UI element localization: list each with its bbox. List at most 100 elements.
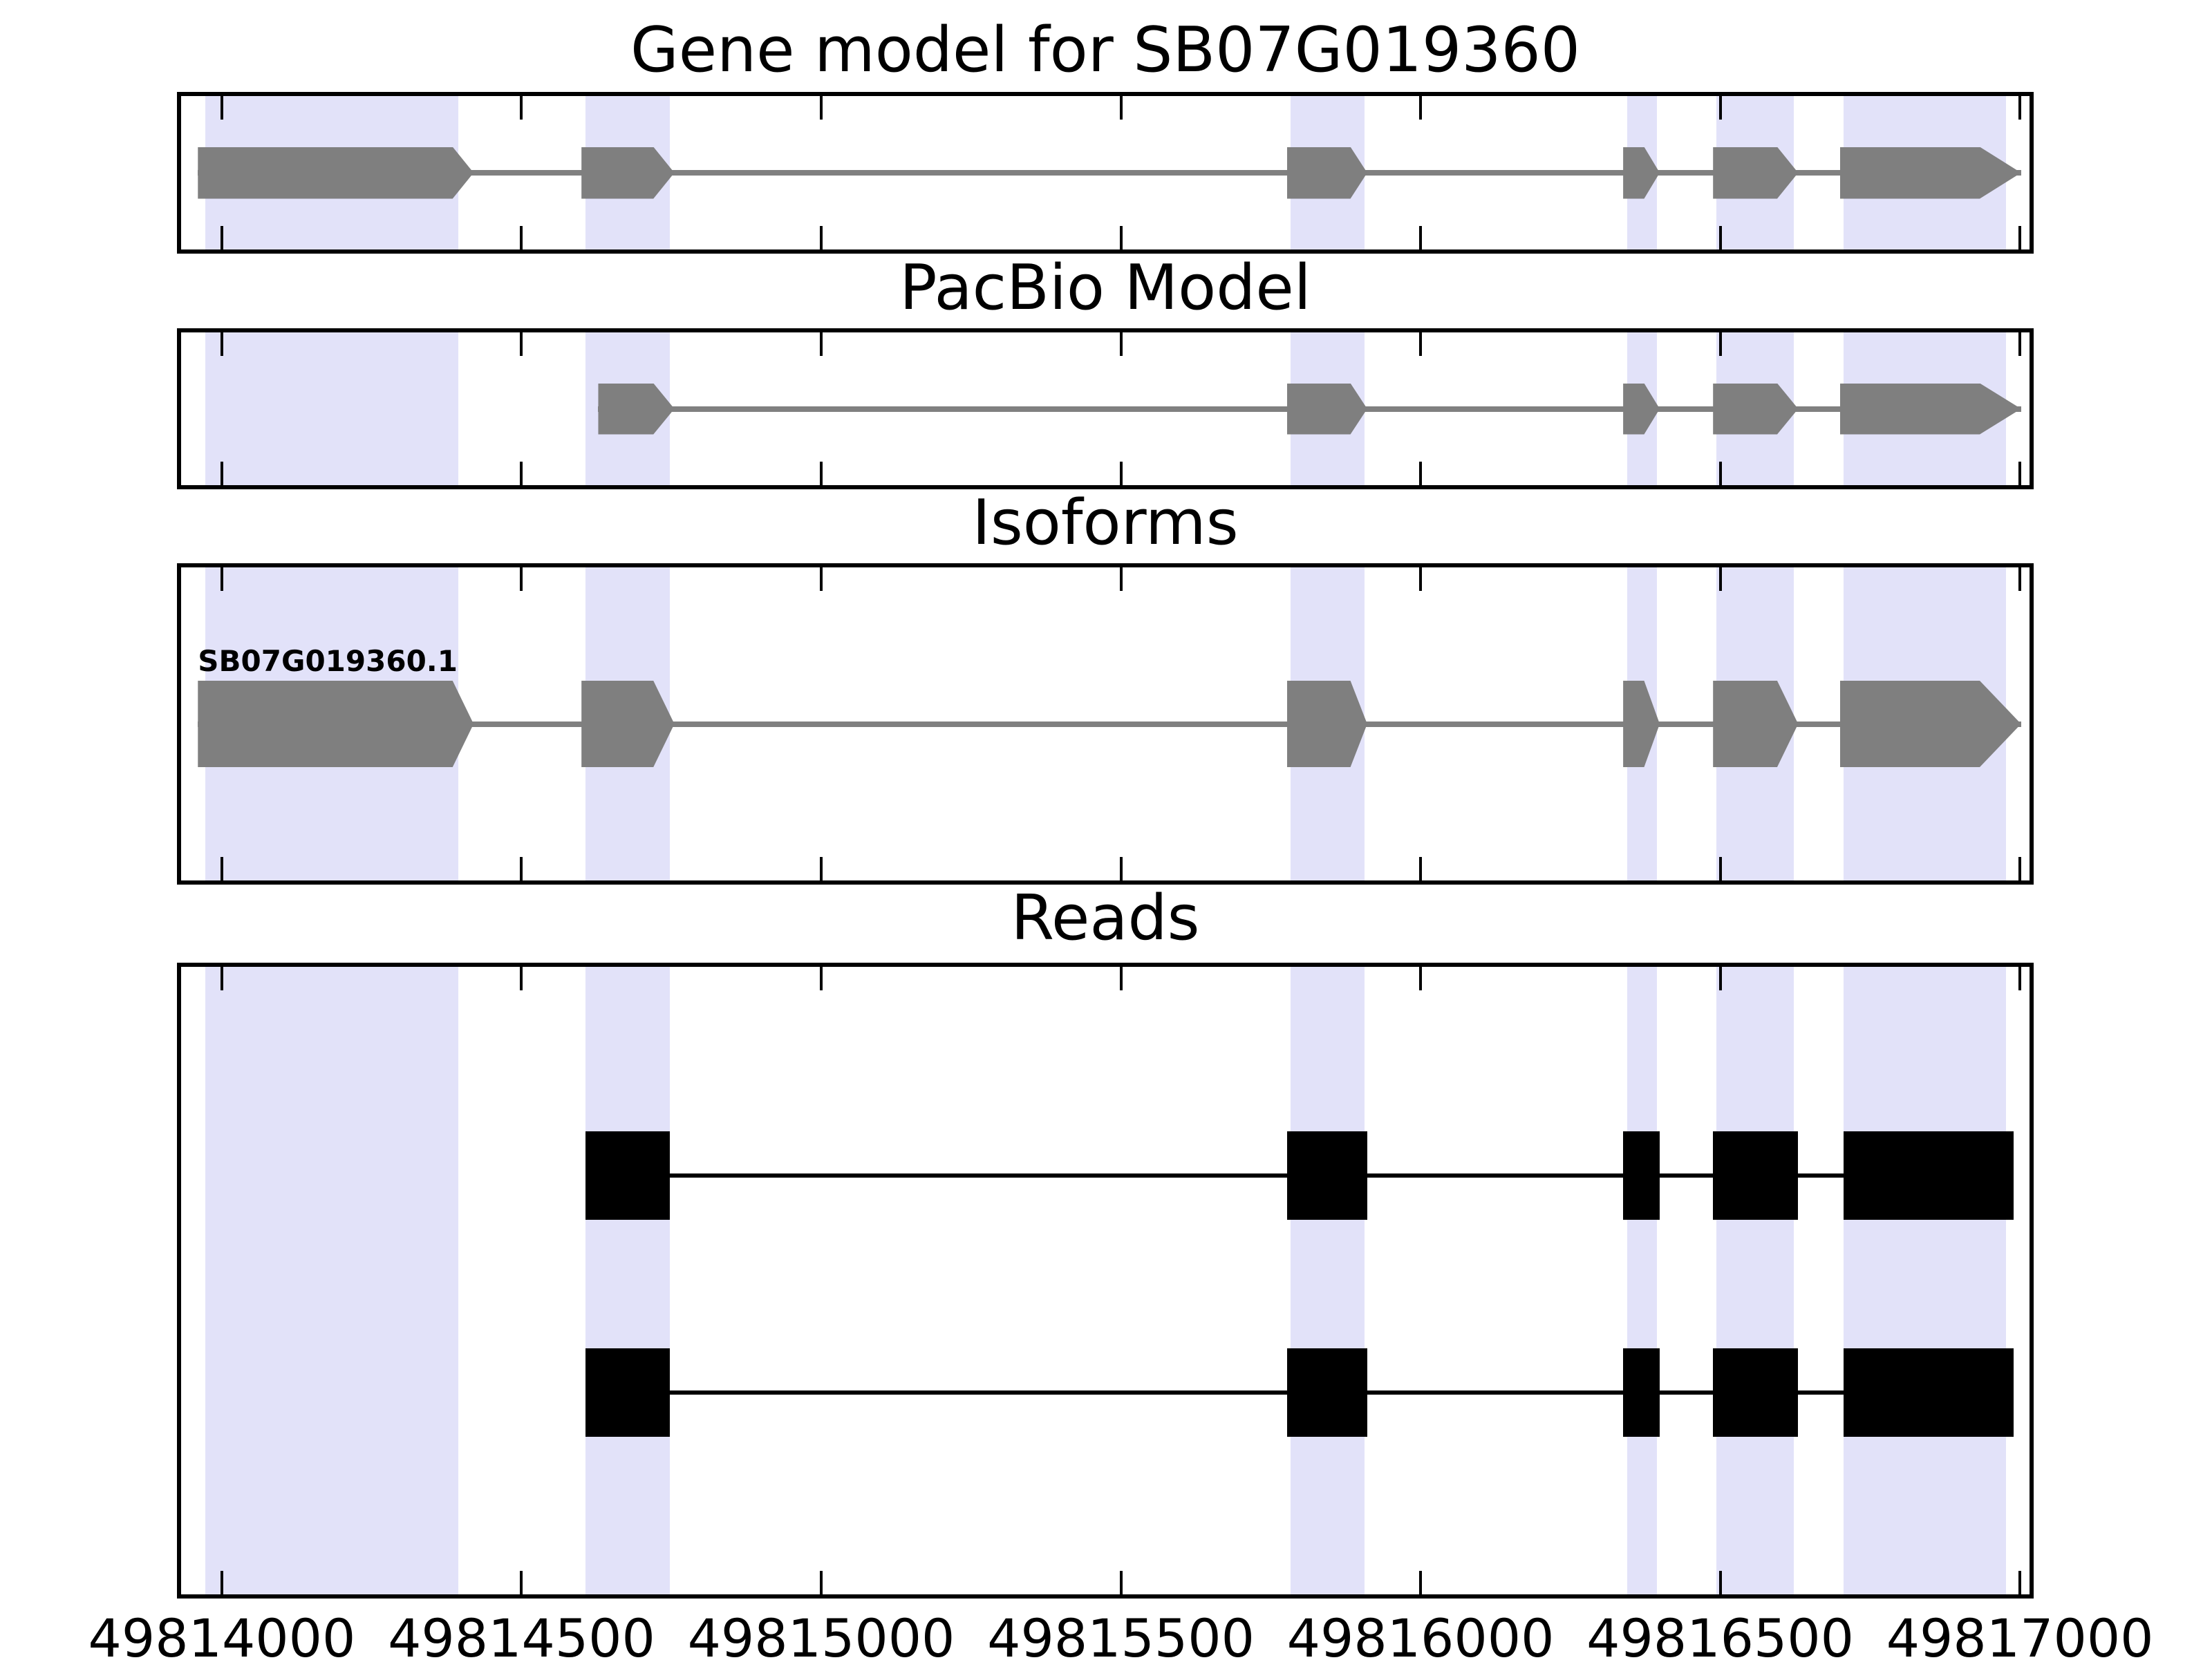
- read-block: [1286, 1131, 1367, 1220]
- highlight-band: [205, 332, 458, 485]
- axis-tick: [220, 567, 223, 591]
- axis-tick: [1419, 1571, 1423, 1594]
- axis-tick-label: 49816000: [1286, 1607, 1555, 1669]
- exon-arrow: [581, 681, 675, 767]
- axis-tick: [1419, 96, 1423, 120]
- exon-arrow: [1713, 681, 1799, 767]
- axis-tick-label: 49814000: [88, 1607, 356, 1669]
- exon-arrow: [1286, 681, 1367, 767]
- axis-tick: [220, 857, 223, 880]
- axis-tick: [2018, 567, 2022, 591]
- highlight-band: [1716, 967, 1794, 1594]
- panel-pacbio: [177, 328, 2034, 489]
- exon-arrow: [1713, 383, 1799, 435]
- read-block: [1713, 1131, 1799, 1220]
- isoform-label: SB07G019360.1: [198, 644, 458, 678]
- axis-tick-label: 49815500: [987, 1607, 1255, 1669]
- axis-tick: [1419, 332, 1423, 356]
- axis-tick: [520, 226, 523, 249]
- read-block: [1286, 1348, 1367, 1437]
- axis-tick: [1718, 332, 1722, 356]
- read-block: [1623, 1348, 1660, 1437]
- axis-tick: [520, 857, 523, 880]
- panel-title-reads: Reads: [1011, 882, 1200, 954]
- axis-tick: [1119, 226, 1123, 249]
- read-block: [1623, 1131, 1660, 1220]
- axis-tick: [220, 1571, 223, 1594]
- axis-tick: [820, 857, 823, 880]
- panel-isoforms: SB07G019360.1: [177, 563, 2034, 885]
- axis-tick: [1718, 967, 1722, 990]
- axis-tick: [1419, 462, 1423, 485]
- axis-tick: [2018, 462, 2022, 485]
- axis-tick: [2018, 967, 2022, 990]
- axis-tick-label: 49816500: [1586, 1607, 1854, 1669]
- highlight-band: [205, 967, 458, 1594]
- axis-tick: [820, 967, 823, 990]
- axis-tick: [520, 567, 523, 591]
- intron-line: [198, 721, 2021, 727]
- axis-tick: [520, 967, 523, 990]
- panel-reads: [177, 963, 2034, 1599]
- read-block: [585, 1131, 670, 1220]
- exon-arrow: [1840, 681, 2021, 767]
- axis-tick: [1119, 96, 1123, 120]
- axis-tick: [1419, 226, 1423, 249]
- axis-tick: [2018, 332, 2022, 356]
- read-block: [1713, 1348, 1799, 1437]
- axis-tick: [820, 226, 823, 249]
- panel-gene-model: [177, 92, 2034, 254]
- axis-tick: [1119, 567, 1123, 591]
- axis-tick: [2018, 1571, 2022, 1594]
- exon-arrow: [1840, 147, 2021, 199]
- axis-tick: [820, 96, 823, 120]
- axis-tick-label: 49815000: [687, 1607, 955, 1669]
- highlight-band: [1844, 967, 2007, 1594]
- axis-tick: [1419, 967, 1423, 990]
- intron-line: [198, 170, 2021, 176]
- panel-title-gene-model: Gene model for SB07G019360: [630, 14, 1581, 86]
- axis-tick: [1718, 226, 1722, 249]
- axis-tick: [2018, 857, 2022, 880]
- read-block: [1844, 1131, 2014, 1220]
- axis-tick: [220, 332, 223, 356]
- axis-tick: [1119, 462, 1123, 485]
- axis-tick: [520, 1571, 523, 1594]
- axis-tick: [1718, 96, 1722, 120]
- axis-tick: [520, 332, 523, 356]
- exon-arrow: [1286, 147, 1367, 199]
- exon-arrow: [581, 147, 675, 199]
- axis-tick: [1119, 967, 1123, 990]
- highlight-band: [1627, 967, 1657, 1594]
- axis-tick: [1419, 567, 1423, 591]
- axis-tick: [1718, 857, 1722, 880]
- read-block: [585, 1348, 670, 1437]
- panel-title-pacbio: PacBio Model: [899, 252, 1311, 324]
- axis-tick: [2018, 226, 2022, 249]
- axis-tick: [520, 462, 523, 485]
- axis-tick: [520, 96, 523, 120]
- axis-tick-label: 49814500: [388, 1607, 655, 1669]
- axis-tick: [820, 1571, 823, 1594]
- panel-title-isoforms: Isoforms: [972, 487, 1239, 559]
- axis-tick: [220, 96, 223, 120]
- axis-tick: [1718, 1571, 1722, 1594]
- axis-tick: [1419, 857, 1423, 880]
- axis-tick: [1119, 1571, 1123, 1594]
- axis-tick: [1718, 462, 1722, 485]
- exon-arrow: [198, 681, 474, 767]
- axis-tick: [1119, 857, 1123, 880]
- axis-tick: [820, 462, 823, 485]
- exon-arrow: [198, 147, 474, 199]
- axis-tick: [1718, 567, 1722, 591]
- exon-arrow: [1286, 383, 1367, 435]
- read-block: [1844, 1348, 2014, 1437]
- axis-tick: [2018, 96, 2022, 120]
- axis-tick: [220, 226, 223, 249]
- highlight-band: [585, 967, 670, 1594]
- exon-arrow: [1840, 383, 2021, 435]
- axis-tick: [820, 567, 823, 591]
- axis-tick: [220, 462, 223, 485]
- axis-tick-label: 49817000: [1886, 1607, 2154, 1669]
